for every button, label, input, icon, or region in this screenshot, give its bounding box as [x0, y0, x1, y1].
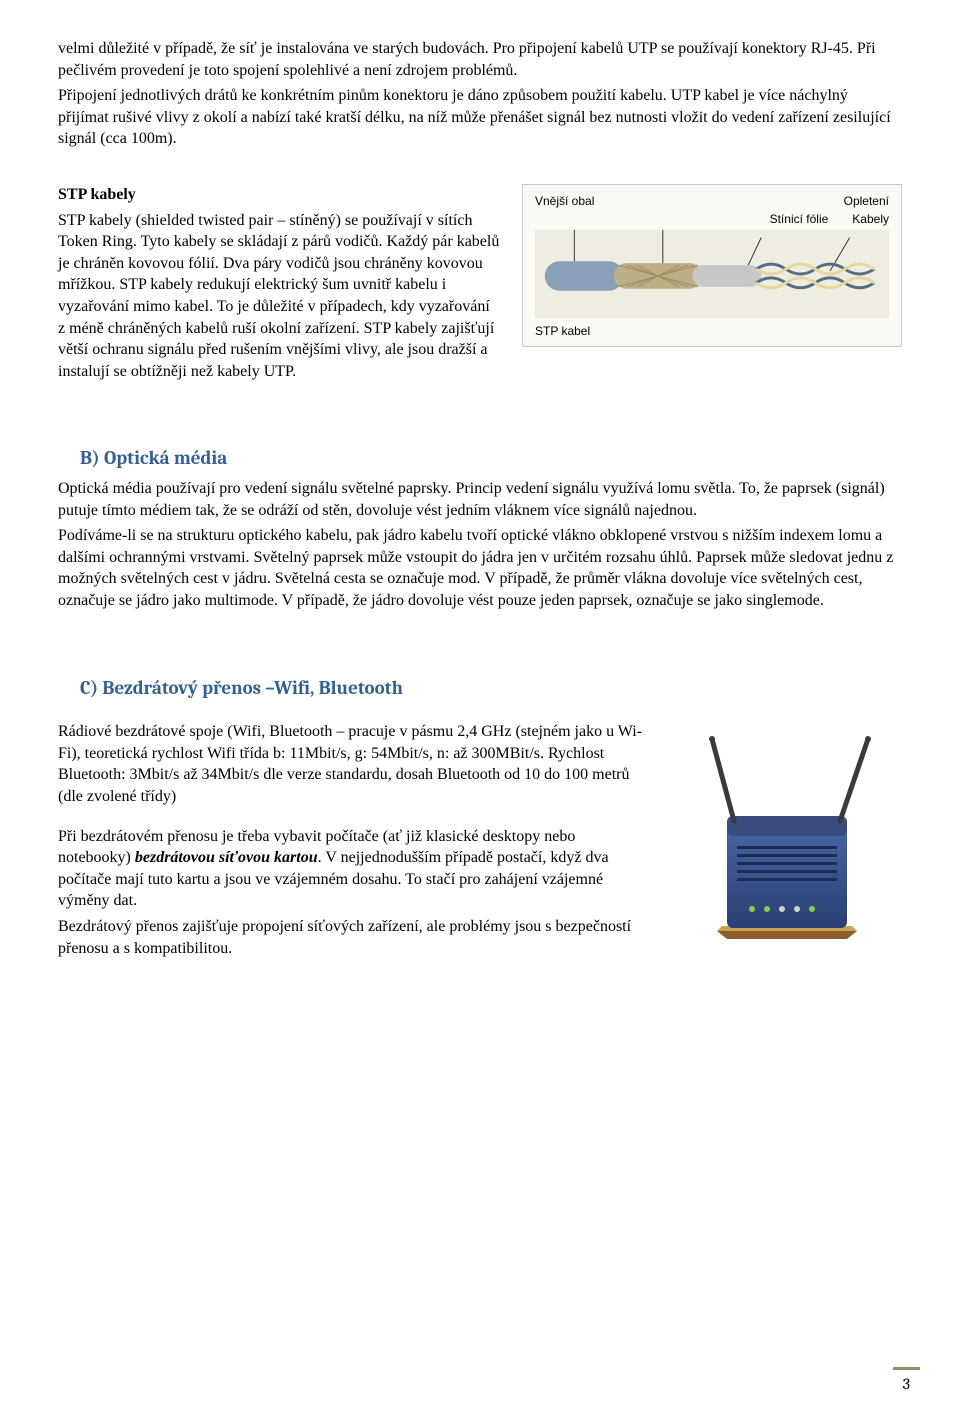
stp-label-braid: Opletení	[844, 193, 889, 209]
stp-label-foil: Stínicí fólie	[770, 211, 829, 227]
router-figure	[672, 721, 902, 951]
router-svg	[672, 721, 902, 951]
intro-paragraph-1: velmi důležité v případě, že síť je inst…	[58, 38, 902, 81]
stp-label-wires: Kabely	[852, 211, 889, 227]
stp-heading: STP kabely	[58, 186, 136, 203]
wireless-heading: C) Bezdrátový přenos –Wifi, Bluetooth	[80, 676, 902, 702]
stp-caption: STP kabel	[535, 323, 889, 339]
stp-section: STP kabely STP kabely (shielded twisted …	[58, 184, 902, 386]
optical-p2: Podíváme-li se na strukturu optického ka…	[58, 525, 902, 611]
wireless-p2b: bezdrátovou síťovou kartou	[135, 849, 318, 866]
intro-paragraph-2: Připojení jednotlivých drátů ke konkrétn…	[58, 85, 902, 150]
stp-cable-svg	[535, 229, 889, 319]
stp-body: STP kabely (shielded twisted pair – stín…	[58, 210, 500, 383]
stp-cable-diagram: Vnější obal Opletení Stínicí fólie Kabel…	[522, 184, 902, 347]
wireless-section: Rádiové bezdrátové spoje (Wifi, Bluetoot…	[58, 721, 902, 963]
page-number: 3	[893, 1367, 920, 1396]
wireless-p3: Bezdrátový přenos zajišťuje propojení sí…	[58, 916, 650, 959]
optical-heading: B) Optická média	[80, 446, 902, 472]
optical-p1: Optická média používají pro vedení signá…	[58, 478, 902, 521]
wireless-p2: Při bezdrátovém přenosu je třeba vybavit…	[58, 826, 650, 912]
stp-label-outer: Vnější obal	[535, 193, 594, 209]
wireless-p1: Rádiové bezdrátové spoje (Wifi, Bluetoot…	[58, 721, 650, 807]
